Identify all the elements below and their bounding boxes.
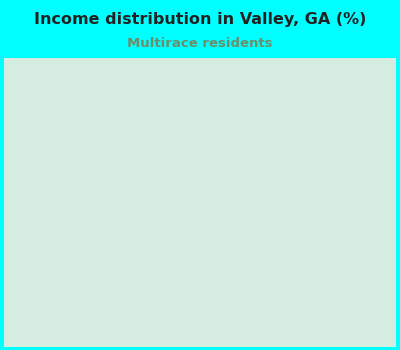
Wedge shape bbox=[129, 103, 200, 200]
Wedge shape bbox=[173, 199, 227, 296]
Text: $75k: $75k bbox=[120, 272, 150, 282]
Wedge shape bbox=[200, 199, 269, 292]
Wedge shape bbox=[200, 118, 285, 200]
Text: Income distribution in Valley, GA (%): Income distribution in Valley, GA (%) bbox=[34, 12, 366, 27]
Wedge shape bbox=[200, 103, 252, 200]
Text: $60k: $60k bbox=[247, 273, 278, 283]
Text: Multirace residents: Multirace residents bbox=[127, 37, 273, 50]
Text: $125k: $125k bbox=[70, 187, 108, 197]
Wedge shape bbox=[200, 199, 291, 267]
Text: $200k: $200k bbox=[226, 106, 264, 117]
Text: $20k: $20k bbox=[93, 144, 124, 154]
Text: ⓘ City-Data.com: ⓘ City-Data.com bbox=[268, 78, 352, 88]
Text: $40k: $40k bbox=[287, 164, 317, 175]
Wedge shape bbox=[200, 154, 295, 199]
Text: $100k: $100k bbox=[125, 111, 163, 120]
Wedge shape bbox=[104, 159, 200, 225]
Text: $150k: $150k bbox=[181, 286, 219, 296]
Text: $30k: $30k bbox=[267, 132, 298, 142]
Text: $50k: $50k bbox=[278, 243, 308, 253]
Text: $10k: $10k bbox=[89, 238, 119, 248]
Wedge shape bbox=[107, 199, 200, 263]
Text: > $200k: > $200k bbox=[292, 202, 343, 212]
Wedge shape bbox=[112, 134, 200, 200]
Wedge shape bbox=[127, 199, 200, 292]
Wedge shape bbox=[200, 183, 296, 231]
